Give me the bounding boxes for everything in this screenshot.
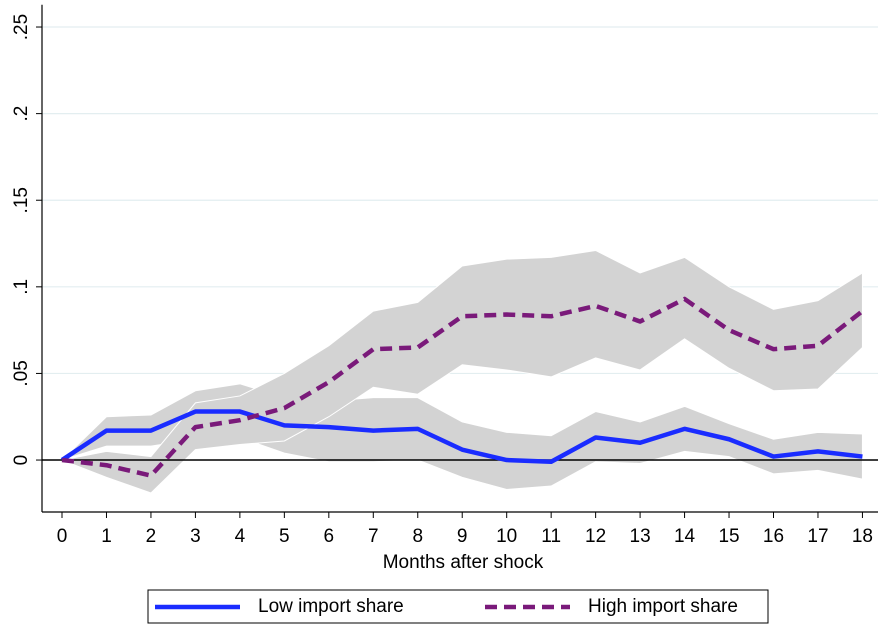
x-tick-label: 0 <box>57 526 68 547</box>
x-tick-label: 8 <box>412 526 423 547</box>
legend-box <box>147 589 769 624</box>
x-tick-label: 11 <box>541 526 561 547</box>
x-tick-label: 9 <box>457 526 468 547</box>
series-line <box>61 296 864 478</box>
x-tick-label: 17 <box>807 526 828 547</box>
x-tick-label: 5 <box>279 526 290 547</box>
x-tick-label: 10 <box>496 526 517 547</box>
x-tick-label: 1 <box>101 526 112 547</box>
x-tick-label: 13 <box>630 526 651 547</box>
x-tick-label: 2 <box>146 526 157 547</box>
x-tick-label: 15 <box>718 526 739 547</box>
y-tick-label: .25 <box>11 14 32 40</box>
x-tick-label: 3 <box>190 526 201 547</box>
x-tick-label: 7 <box>368 526 379 547</box>
x-tick-label: 14 <box>674 526 696 547</box>
confidence-band <box>60 249 863 494</box>
legend-label: High import share <box>588 596 738 617</box>
x-tick-label: 16 <box>763 526 784 547</box>
series-line <box>60 409 863 465</box>
y-tick-label: .2 <box>11 106 32 122</box>
legend-label: Low import share <box>258 596 404 617</box>
x-tick-label: 6 <box>324 526 335 547</box>
x-axis-title: Months after shock <box>383 552 544 573</box>
y-tick-label: .05 <box>11 360 32 386</box>
y-tick-label: .1 <box>11 279 32 295</box>
x-tick-label: 4 <box>235 526 246 547</box>
y-tick-label: 0 <box>11 455 32 466</box>
x-tick-label: 18 <box>852 526 873 547</box>
x-tick-label: 12 <box>585 526 606 547</box>
y-tick-label: .15 <box>11 187 32 213</box>
